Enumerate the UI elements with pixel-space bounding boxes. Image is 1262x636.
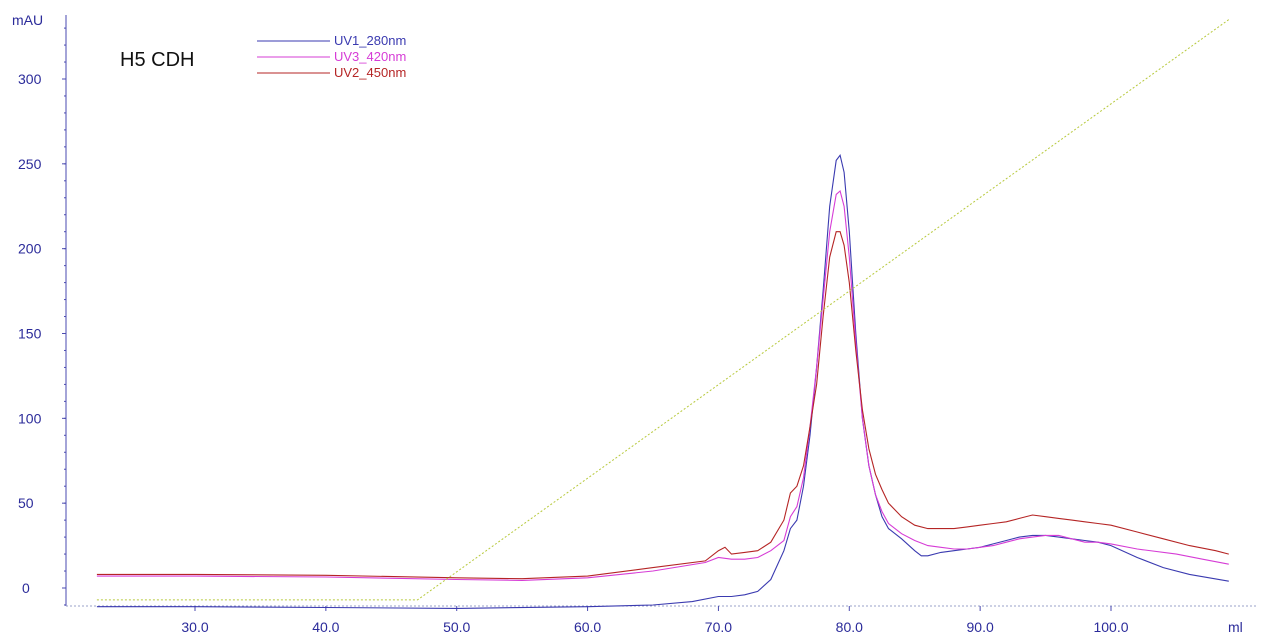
y-axis-unit-label: mAU [12,12,43,28]
y-ticks: 0 50 100 150 200 250 300 [18,27,66,606]
y-tick-label: 300 [18,71,42,87]
legend-label-uv1: UV1_280nm [334,33,406,48]
series-line-gradient [96,19,1230,601]
x-tick-label: 80.0 [836,619,863,635]
legend-label-uv3: UV3_420nm [334,49,406,64]
series-line-uv1_280nm [96,154,1229,609]
x-tick-label: 70.0 [705,619,732,635]
y-tick-label: 100 [18,410,42,426]
x-tick-label: 100.0 [1093,619,1128,635]
y-tick-label: 250 [18,156,42,172]
x-tick-label: 30.0 [181,619,208,635]
y-tick-label: 50 [18,495,34,511]
x-tick-label: 60.0 [574,619,601,635]
x-tick-label: 90.0 [967,619,994,635]
series-line-uv2_450nm [96,231,1229,580]
legend: UV1_280nm UV3_420nm UV2_450nm [257,33,406,80]
y-tick-label: 150 [18,326,42,342]
y-tick-label: 0 [22,580,30,596]
series-layer [96,19,1230,609]
series-line-uv3_420nm [96,190,1229,581]
x-tick-label: 50.0 [443,619,470,635]
legend-label-uv2: UV2_450nm [334,65,406,80]
x-axis-unit-label: ml [1228,619,1243,635]
y-tick-label: 200 [18,241,42,257]
x-tick-label: 40.0 [312,619,339,635]
chart-title: H5 CDH [120,49,194,71]
x-ticks: 30.0 40.0 50.0 60.0 70.0 80.0 90.0 100.0 [181,606,1129,635]
